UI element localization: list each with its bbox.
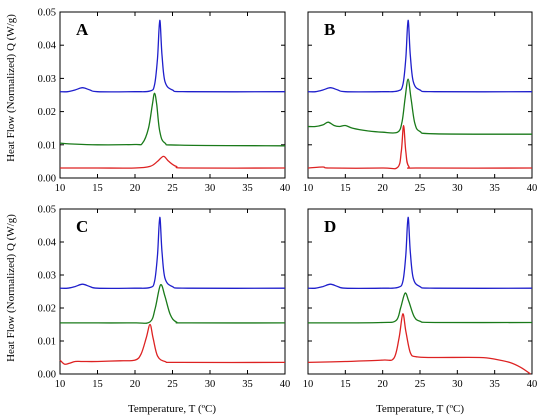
y-tick-label: 0.00 [38, 370, 56, 381]
y-tick-label: 0.01 [38, 337, 56, 348]
y-tick-label: 0.01 [38, 140, 56, 151]
x-tick-label: 15 [340, 183, 351, 194]
x-tick-label: 10 [55, 183, 66, 194]
plot-frame [59, 208, 286, 375]
x-tick-label: 30 [452, 379, 463, 390]
y-tick-label: 0.03 [38, 74, 56, 85]
series-line-3 [307, 124, 533, 170]
series-line-2 [59, 92, 286, 147]
plot-frame [307, 11, 533, 179]
x-tick-label: 25 [167, 379, 178, 390]
x-tick-label: 20 [130, 183, 141, 194]
x-tick-label: 40 [527, 379, 538, 390]
x-tick-label: 30 [452, 183, 463, 194]
x-tick-label: 20 [377, 183, 388, 194]
x-tick-label: 25 [415, 183, 426, 194]
x-tick-label: 35 [242, 379, 253, 390]
x-tick-label: 35 [489, 183, 500, 194]
panel-letter: A [76, 20, 89, 39]
series-line-3 [307, 313, 531, 375]
series-line-2 [59, 283, 286, 324]
y-tick-label: 0.04 [38, 238, 57, 249]
y-axis-title-top: Heat Flow (Normalized) Q (W/g) [5, 14, 17, 162]
x-tick-label: 10 [303, 379, 314, 390]
x-tick-label: 20 [377, 379, 388, 390]
x-tick-label: 15 [340, 379, 351, 390]
x-tick-label: 10 [303, 183, 314, 194]
x-tick-label: 30 [205, 183, 216, 194]
x-axis-title-right: Temperature, T (ºC) [376, 403, 464, 415]
plot-frame [307, 208, 533, 375]
y-tick-label: 0.04 [38, 41, 57, 52]
series-line-1 [307, 19, 533, 93]
x-tick-label: 30 [205, 379, 216, 390]
x-tick-label: 15 [92, 379, 103, 390]
y-tick-label: 0.02 [38, 304, 56, 315]
plot-frame [59, 11, 286, 179]
x-tick-label: 15 [92, 183, 103, 194]
x-tick-label: 40 [280, 183, 291, 194]
panel-c: 10 15 20 25 30 35 40 0.00 0.01 0.02 0.03 0.04 0.05 C [38, 205, 291, 391]
panel-letter: D [324, 217, 336, 236]
x-tick-label: 20 [130, 379, 141, 390]
y-tick-label: 0.02 [38, 107, 56, 118]
x-tick-label: 10 [55, 379, 66, 390]
x-tick-label: 40 [280, 379, 291, 390]
y-tick-label: 0.03 [38, 271, 56, 282]
x-tick-label: 25 [167, 183, 178, 194]
x-tick-label: 40 [527, 183, 538, 194]
x-tick-label: 35 [489, 379, 500, 390]
y-tick-label: 0.05 [38, 8, 56, 19]
panel-d: 10 15 20 25 30 35 40 D [303, 208, 538, 390]
panel-a: 10 15 20 25 30 35 40 0.00 0.01 0.02 0.03 0.04 0.05 A [38, 8, 291, 195]
panel-b: 10 15 20 25 30 35 40 B [303, 11, 538, 194]
series-line-1 [59, 216, 286, 290]
series-line-1 [59, 19, 286, 93]
series-line-3 [60, 155, 286, 169]
x-axis-title-left: Temperature, T (ºC) [128, 403, 216, 415]
series-line-1 [307, 216, 533, 290]
panel-letter: B [324, 20, 335, 39]
panel-letter: C [76, 217, 88, 236]
x-tick-label: 25 [415, 379, 426, 390]
series-line-2 [307, 292, 533, 324]
series-line-2 [307, 78, 533, 135]
series-line-3 [59, 323, 286, 365]
y-tick-label: 0.05 [38, 205, 56, 216]
y-tick-label: 0.00 [38, 174, 56, 185]
y-axis-title-bottom: Heat Flow (Normalized) Q (W/g) [5, 214, 17, 362]
x-tick-label: 35 [242, 183, 253, 194]
